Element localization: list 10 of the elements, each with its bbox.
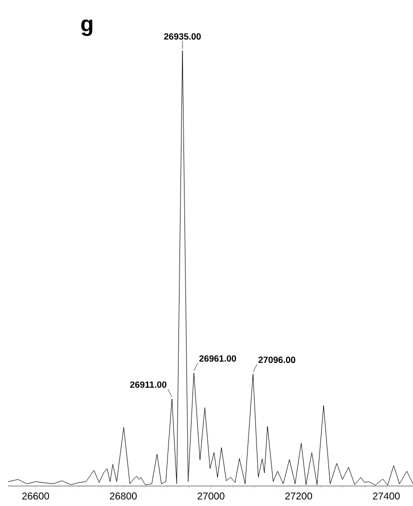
x-tick-label: 26600 <box>22 492 49 500</box>
text: g <box>81 20 92 36</box>
x-tick-label: 27200 <box>285 492 312 500</box>
annotation: 26911.00 <box>130 381 166 388</box>
x-tick-label: 27400 <box>372 492 400 500</box>
annotation: 27096.00 <box>258 356 296 364</box>
annotation: 26935.00 <box>164 33 201 40</box>
x-tick-label: 26800 <box>110 492 137 500</box>
annotation: 26961.00 <box>199 355 236 362</box>
x-tick-label: 27000 <box>197 492 224 500</box>
